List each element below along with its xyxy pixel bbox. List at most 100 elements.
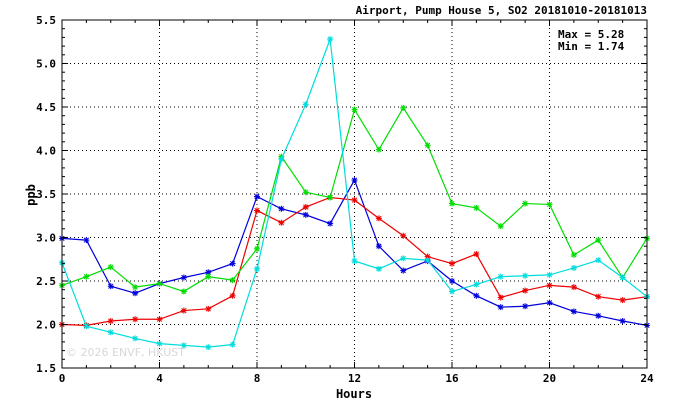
data-point [205,273,212,280]
data-point [351,257,358,264]
data-point [278,219,285,226]
data-point [107,283,114,290]
data-point [278,156,285,163]
data-point [302,101,309,108]
data-point [449,200,455,207]
max-label: Max = 5.28 [558,28,624,41]
data-point [156,340,163,347]
data-point [449,260,455,267]
y-tick-label: 5.5 [36,14,56,27]
data-point [302,211,309,218]
data-point [229,292,236,299]
data-point [595,257,602,264]
data-point [205,344,212,351]
y-tick-label: 4.5 [36,101,56,114]
y-tick-label: 3.5 [36,188,56,201]
data-point [180,274,187,281]
data-point [522,200,529,207]
min-label: Min = 1.74 [558,40,625,53]
watermark: © 2026 ENVF, HKUST [66,346,185,359]
data-point [619,297,626,304]
data-point [375,243,382,250]
y-tick-label: 2.5 [36,275,56,288]
data-point [254,265,260,272]
data-point [424,142,431,149]
data-point [229,260,236,267]
data-point [205,305,212,312]
data-point [497,294,504,301]
grid-lines [62,20,647,368]
data-point [449,288,455,295]
data-point [375,265,382,272]
data-point [424,257,431,264]
data-point [107,318,114,325]
data-point [180,288,187,295]
data-point [595,293,602,300]
data-point [546,299,553,306]
data-point [180,342,187,349]
x-tick-label: 24 [640,372,654,385]
data-point [546,271,553,278]
data-point [107,329,114,336]
data-point [132,290,139,297]
data-point [83,323,90,330]
data-point [522,272,529,279]
data-point [497,304,504,311]
x-tick-label: 20 [543,372,556,385]
data-point [570,284,577,291]
data-point [278,205,285,212]
data-point [351,177,358,184]
x-tick-label: 4 [156,372,163,385]
x-tick-label: 12 [348,372,361,385]
y-tick-label: 5.0 [36,58,56,71]
chart-title: Airport, Pump House 5, SO2 20181010-2018… [356,4,647,17]
data-point [254,245,260,252]
data-point [449,278,455,284]
data-point [497,223,504,230]
data-point [327,36,334,43]
y-axis-label: ppb [24,184,38,206]
data-point [400,267,407,274]
data-point [570,264,577,271]
data-point [302,189,309,196]
data-point [400,255,407,262]
y-tick-label: 4.0 [36,145,56,158]
data-point [400,232,407,239]
data-point [254,207,260,214]
data-point [619,318,626,325]
data-point [327,194,334,201]
data-point [570,308,577,315]
data-point [205,269,212,276]
x-tick-label: 8 [254,372,261,385]
x-axis-label: Hours [336,387,372,401]
x-tick-label: 0 [59,372,66,385]
data-point [619,274,626,281]
y-tick-label: 3.0 [36,232,56,245]
data-point [351,197,358,204]
data-point [156,316,163,323]
data-point [546,201,553,208]
y-tick-label: 2.0 [36,319,56,332]
data-point [473,204,480,211]
data-point [375,146,382,153]
data-point [473,251,480,258]
data-point [254,193,260,200]
series-group [59,36,650,351]
axis-ticks: 0 4 8 12 16 20 24 1.5 2.0 2.5 3.0 3.5 4.0 4.5 5.0 5.5 [36,14,654,385]
data-point [132,284,139,291]
data-point [327,220,334,227]
data-point [522,287,529,294]
data-point [595,237,602,244]
data-point [546,282,553,289]
data-point [375,215,382,222]
data-point [180,307,187,314]
data-point [595,312,602,319]
data-point [473,281,480,288]
data-point [229,277,236,284]
data-point [400,104,407,111]
data-point [229,341,236,348]
data-point [156,280,163,287]
data-point [570,251,577,258]
x-tick-label: 16 [445,372,459,385]
